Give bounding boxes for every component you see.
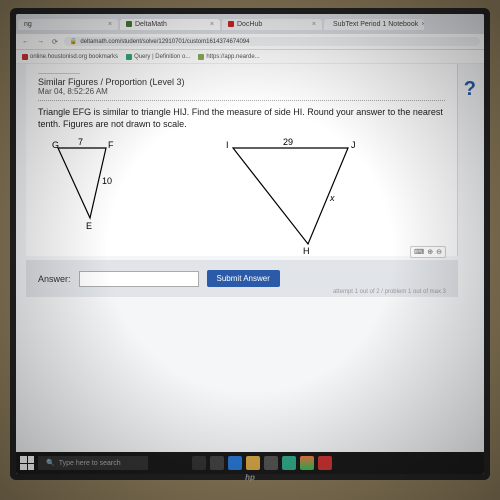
screen: ng × DeltaMath × DocHub × SubText Period… (16, 14, 484, 474)
site-icon (228, 21, 234, 27)
triangle-efg (58, 148, 106, 218)
explorer-icon[interactable] (246, 456, 260, 470)
close-icon[interactable]: × (210, 21, 214, 28)
answer-block: ⌨ ⊕ ⊖ Answer: Submit Answer attempt 1 ou… (26, 260, 458, 297)
hp-logo: hp (245, 473, 255, 482)
forward-icon[interactable]: → (35, 38, 46, 45)
side-fe: 10 (102, 176, 112, 186)
cortana-icon[interactable] (192, 456, 206, 470)
submit-button[interactable]: Submit Answer (207, 270, 280, 287)
plus-icon[interactable]: ⊕ (427, 248, 433, 256)
tab-dochub[interactable]: DocHub × (222, 19, 322, 30)
bookmark-icon (198, 54, 204, 60)
vertex-j: J (351, 140, 356, 150)
vertex-h: H (303, 246, 310, 256)
lock-icon: 🔒 (70, 38, 77, 45)
back-icon[interactable]: ← (20, 38, 31, 45)
bookmark-icon (22, 54, 28, 60)
worksheet: —————— Similar Figures / Proportion (Lev… (26, 64, 458, 256)
tab-label: SubText Period 1 Notebook (333, 21, 418, 28)
windows-taskbar: 🔍 Type here to search (16, 452, 484, 474)
close-icon[interactable]: × (108, 21, 112, 28)
close-icon[interactable]: × (312, 21, 316, 28)
bookmark-label: https://app.nearde... (206, 54, 259, 60)
bookmark-label: online.houstonisd.org bookmarks (30, 54, 118, 60)
toolbar-icons[interactable]: ⌨ ⊕ ⊖ (410, 246, 446, 258)
tab-1[interactable]: ng × (18, 19, 118, 30)
divider (38, 100, 445, 101)
app-icon[interactable] (282, 456, 296, 470)
tab-label: ng (24, 21, 32, 28)
site-icon (126, 21, 132, 27)
search-icon: 🔍 (46, 459, 55, 467)
page-content: ? —————— Similar Figures / Proportion (L… (16, 64, 484, 474)
tab-deltamath[interactable]: DeltaMath × (120, 19, 220, 30)
minus-icon[interactable]: ⊖ (436, 248, 442, 256)
vertex-i: I (226, 140, 229, 150)
attempt-text: attempt 1 out of 2 / problem 1 out of ma… (333, 289, 446, 295)
tab-subtext[interactable]: SubText Period 1 Notebook × (324, 19, 424, 30)
bookmark-nearpod[interactable]: https://app.nearde... (198, 54, 259, 60)
side-ij: 29 (283, 137, 293, 147)
vertex-g: G (52, 140, 59, 150)
edge-icon[interactable] (228, 456, 242, 470)
side-gf: 7 (78, 137, 83, 147)
search-placeholder: Type here to search (59, 460, 121, 467)
vertex-f: F (108, 140, 114, 150)
assignment-title: Similar Figures / Proportion (Level 3) (38, 77, 445, 87)
bookmark-label: Query | Definition o... (134, 54, 190, 60)
bookmark-houstonisd[interactable]: online.houstonisd.org bookmarks (22, 54, 118, 60)
app2-icon[interactable] (318, 456, 332, 470)
bookmarks-bar: online.houstonisd.org bookmarks Query | … (16, 50, 484, 64)
side-jh: x (329, 193, 335, 203)
taskview-icon[interactable] (210, 456, 224, 470)
vertex-e: E (86, 221, 92, 231)
keyboard-icon[interactable]: ⌨ (414, 248, 424, 256)
address-bar: ← → ⟳ 🔒 deltamath.com/student/solve/1291… (16, 34, 484, 50)
question-text: Triangle EFG is similar to triangle HIJ.… (38, 107, 445, 130)
tab-label: DeltaMath (135, 21, 167, 28)
taskbar-apps (192, 456, 332, 470)
help-icon[interactable]: ? (464, 78, 476, 101)
tab-label: DocHub (237, 21, 262, 28)
close-icon[interactable]: × (421, 21, 424, 28)
url-input[interactable]: 🔒 deltamath.com/student/solve/12910701/c… (64, 37, 480, 46)
answer-label: Answer: (38, 274, 71, 284)
breadcrumb: —————— (38, 70, 445, 77)
browser-tab-strip: ng × DeltaMath × DocHub × SubText Period… (16, 14, 484, 34)
store-icon[interactable] (264, 456, 278, 470)
bookmark-query[interactable]: Query | Definition o... (126, 54, 190, 60)
start-icon[interactable] (20, 456, 34, 470)
url-text: deltamath.com/student/solve/12910701/cus… (80, 39, 249, 45)
taskbar-search[interactable]: 🔍 Type here to search (38, 456, 148, 470)
assignment-date: Mar 04, 8:52:26 AM (38, 87, 445, 96)
figures-area: G F E 7 10 I J H 29 x (48, 136, 445, 256)
bookmark-icon (126, 54, 132, 60)
triangles-svg: G F E 7 10 I J H 29 x (48, 136, 428, 256)
laptop-frame: ng × DeltaMath × DocHub × SubText Period… (10, 8, 490, 480)
reload-icon[interactable]: ⟳ (50, 38, 60, 46)
answer-input[interactable] (79, 271, 199, 287)
chrome-icon[interactable] (300, 456, 314, 470)
